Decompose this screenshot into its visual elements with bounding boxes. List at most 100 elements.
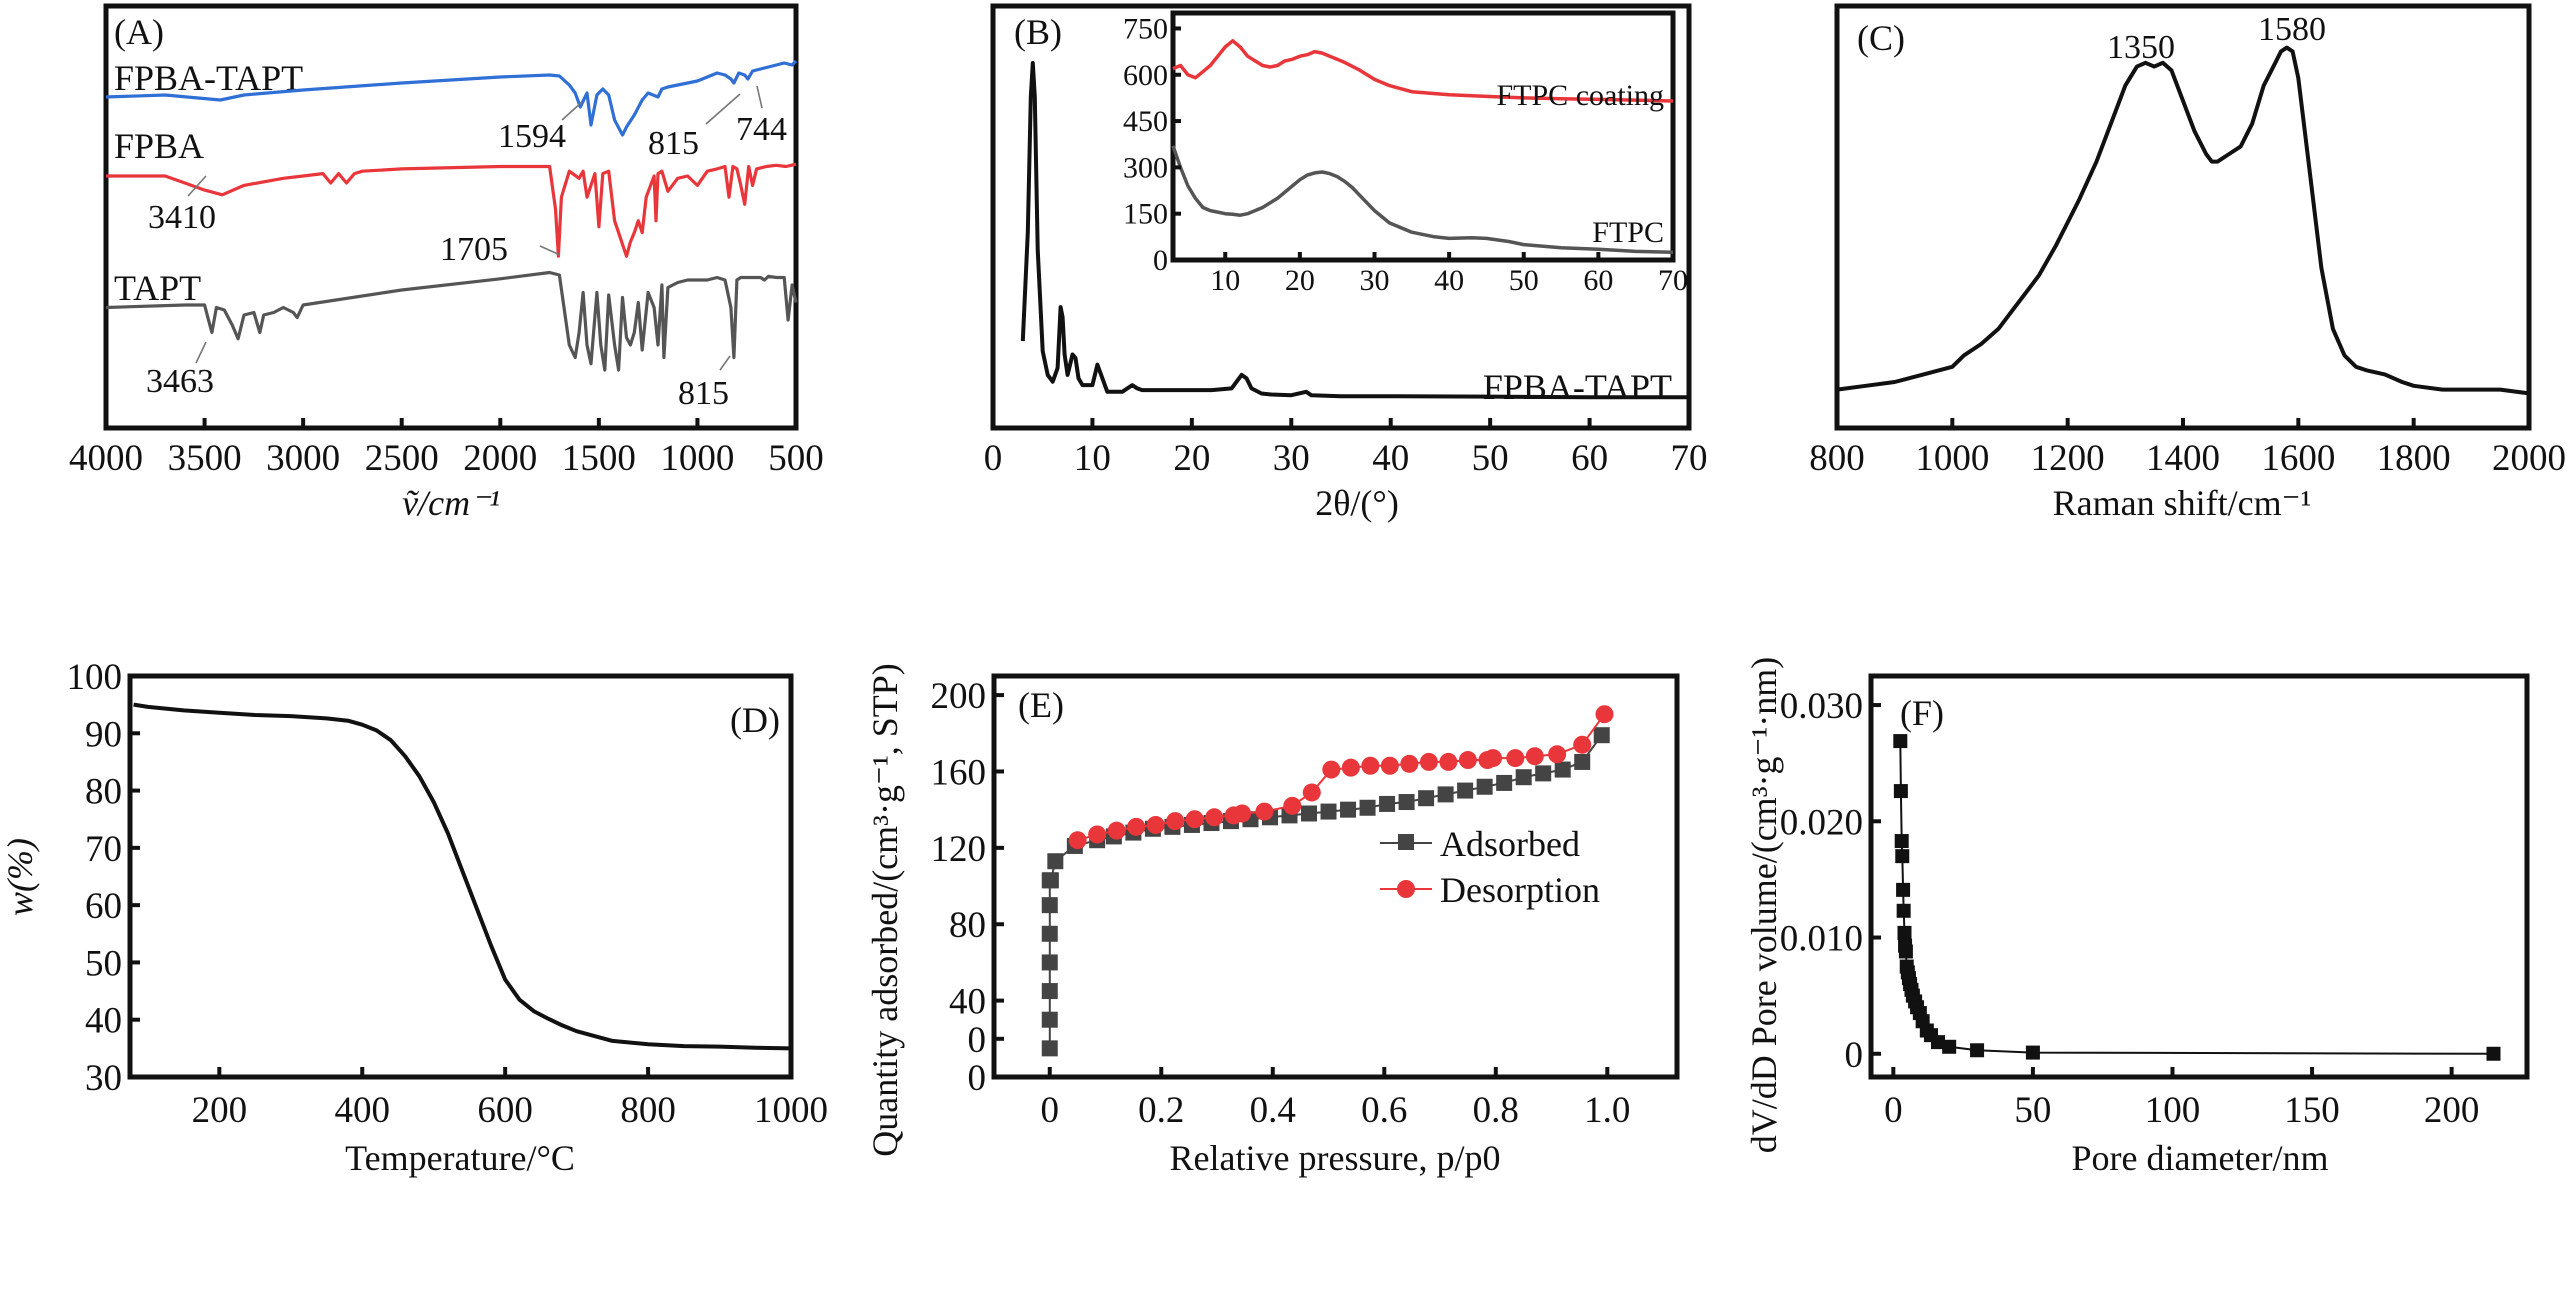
x-tick-label: 2000 bbox=[2492, 438, 2566, 479]
inset-x-tick-label: 40 bbox=[1434, 264, 1464, 297]
x-tick-label: 3500 bbox=[168, 438, 242, 479]
point-pore-volume bbox=[1896, 903, 1911, 918]
annotation-1594: 1594 bbox=[498, 118, 566, 155]
arrow-815-fpba-tapt bbox=[705, 93, 741, 125]
panel-e-x-axis-label: Relative pressure, p/p0 bbox=[1170, 1138, 1501, 1178]
x-tick-label: 0.4 bbox=[1250, 1090, 1296, 1131]
point-desorption bbox=[1107, 821, 1126, 840]
legend-adsorbed-marker bbox=[1398, 834, 1414, 850]
x-tick-label: 1.0 bbox=[1584, 1090, 1630, 1131]
x-tick-label: 10 bbox=[1074, 438, 1111, 479]
inset-x-tick-label: 30 bbox=[1359, 264, 1389, 297]
panel-c-x-axis: 800 1000 1200 1400 1600 1800 2000 bbox=[1809, 418, 2566, 479]
annotation-1580: 1580 bbox=[2258, 11, 2326, 48]
point-desorption bbox=[1525, 747, 1544, 766]
point-pore-volume bbox=[1970, 1043, 1985, 1058]
point-desorption bbox=[1484, 749, 1503, 768]
panel-f-y-axis-label: dV/dD Pore volume/(cm³·g⁻¹·nm) bbox=[1744, 657, 1784, 1154]
point-desorption bbox=[1439, 752, 1458, 771]
x-tick-label: 800 bbox=[1809, 438, 1865, 479]
arrow-815-tapt bbox=[719, 355, 731, 371]
inset-x-tick-label: 10 bbox=[1210, 264, 1240, 297]
panel-a-x-axis-label: ṽ/cm⁻¹ bbox=[402, 483, 500, 523]
series-label-fpba: FPBA bbox=[114, 126, 204, 166]
annotation-1705: 1705 bbox=[440, 231, 508, 268]
point-pore-volume bbox=[1930, 1035, 1945, 1050]
legend-desorption-marker bbox=[1397, 880, 1415, 898]
point-adsorbed bbox=[1359, 799, 1376, 816]
point-pore-volume bbox=[2486, 1046, 2501, 1061]
x-tick-label: 600 bbox=[477, 1090, 533, 1131]
panel-e-y-axis-label: Quantity adsorbed/(cm³·g⁻¹, STP) bbox=[865, 663, 905, 1157]
panel-c-frame bbox=[1834, 3, 2532, 431]
point-desorption bbox=[1400, 754, 1419, 773]
annotation-3410: 3410 bbox=[148, 199, 216, 236]
x-tick-label: 100 bbox=[2145, 1090, 2201, 1131]
panel-f-pore-distribution: (F) 0 50 100 150 200 0 0.010 0.020 0.030 Pore di… bbox=[1744, 657, 2530, 1178]
y-tick-label: 120 bbox=[931, 829, 987, 870]
x-tick-label: 50 bbox=[1472, 438, 1509, 479]
point-adsorbed bbox=[1340, 801, 1357, 818]
arrow-1705 bbox=[539, 245, 561, 256]
x-tick-label: 1200 bbox=[2031, 438, 2105, 479]
inset-y-tick-label: 0 bbox=[1153, 244, 1168, 277]
point-adsorbed bbox=[1535, 765, 1552, 782]
panel-b-inset: 10 20 30 40 50 60 70 0 150 300 450 600 750 bbox=[1123, 12, 1688, 297]
series-line-tapt bbox=[105, 270, 798, 372]
point-desorption bbox=[1068, 831, 1087, 850]
x-tick-label: 70 bbox=[1671, 438, 1708, 479]
point-adsorbed bbox=[1047, 853, 1064, 870]
annotation-1350: 1350 bbox=[2107, 29, 2175, 66]
panel-f-series bbox=[1893, 734, 2501, 1061]
y-tick-label: 30 bbox=[85, 1058, 122, 1099]
y-tick-label: 40 bbox=[949, 982, 986, 1023]
y-tick-label: 60 bbox=[85, 886, 122, 927]
point-desorption bbox=[1088, 825, 1107, 844]
inset-series-line-ftpc-coating bbox=[1172, 39, 1674, 103]
inset-y-tick-label: 300 bbox=[1123, 151, 1168, 184]
inset-y-tick-label: 600 bbox=[1123, 59, 1168, 92]
x-tick-label: 2500 bbox=[365, 438, 439, 479]
point-desorption bbox=[1506, 749, 1525, 768]
point-adsorbed bbox=[1041, 983, 1058, 1000]
panel-d-label: (D) bbox=[730, 700, 780, 740]
arrow-744 bbox=[756, 85, 763, 109]
panel-b-frame bbox=[990, 3, 1692, 431]
x-tick-label: 0 bbox=[1041, 1090, 1060, 1131]
panel-a-ftir: (A) FPBA-TAPT FPBA TAPT 1594 815 744 341… bbox=[69, 3, 824, 523]
y-tick-label: 0 bbox=[968, 1020, 987, 1061]
point-adsorbed bbox=[1041, 1040, 1058, 1057]
inset-series-line-ftpc bbox=[1171, 145, 1674, 255]
y-tick-label: 160 bbox=[931, 752, 987, 793]
panel-b-label: (B) bbox=[1014, 12, 1062, 52]
point-desorption bbox=[1283, 796, 1302, 815]
x-tick-label: 1000 bbox=[660, 438, 734, 479]
series-line-tga bbox=[133, 702, 792, 1051]
x-tick-label: 1500 bbox=[562, 438, 636, 479]
point-pore-volume bbox=[1893, 784, 1908, 799]
point-desorption bbox=[1146, 815, 1165, 834]
x-tick-label: 0.2 bbox=[1138, 1090, 1184, 1131]
panel-c-label: (C) bbox=[1857, 18, 1905, 58]
y-tick-label: 0 bbox=[968, 1058, 987, 1099]
x-tick-label: 50 bbox=[2014, 1090, 2051, 1131]
series-line-desorption bbox=[1077, 713, 1606, 842]
y-tick-label: 80 bbox=[949, 905, 986, 946]
x-tick-label: 30 bbox=[1273, 438, 1310, 479]
x-tick-label: 0 bbox=[1884, 1090, 1903, 1131]
y-tick-label: 0 bbox=[1845, 1035, 1864, 1076]
y-tick-label: 0.030 bbox=[1780, 686, 1863, 727]
y-tick-label: 100 bbox=[67, 657, 123, 698]
series-line-fpba-tapt bbox=[105, 59, 798, 137]
inset-x-tick-label: 20 bbox=[1285, 264, 1315, 297]
point-desorption bbox=[1233, 804, 1252, 823]
point-desorption bbox=[1322, 760, 1341, 779]
panel-a-series bbox=[105, 59, 798, 372]
panel-b-series bbox=[1020, 61, 1689, 400]
series-label-tapt: TAPT bbox=[114, 268, 201, 308]
panel-b-x-axis: 0 10 20 30 40 50 60 70 bbox=[984, 418, 1708, 479]
panel-b-inset-frame bbox=[1170, 10, 1676, 263]
x-tick-label: 60 bbox=[1571, 438, 1608, 479]
